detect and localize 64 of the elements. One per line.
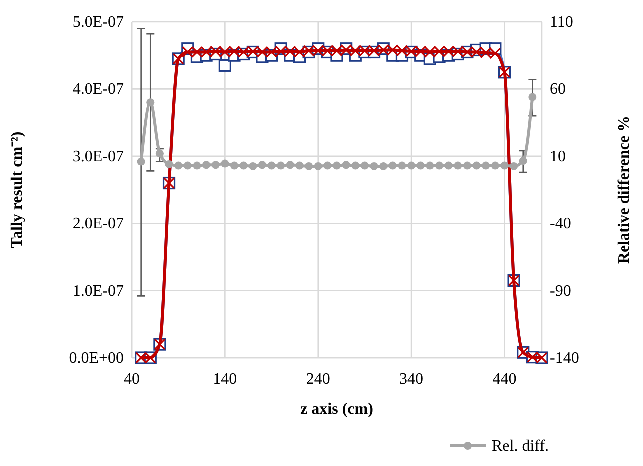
point: [333, 162, 341, 170]
point: [268, 162, 276, 170]
y-tick-label: 2.0E-07: [72, 216, 124, 233]
point: [165, 160, 174, 168]
point: [258, 161, 266, 170]
x-tick-label: 240: [306, 371, 330, 388]
point: [137, 158, 146, 166]
point: [491, 162, 500, 170]
point: [436, 162, 444, 170]
point: [426, 162, 434, 170]
point: [221, 160, 230, 168]
x-tick-label: 40: [124, 371, 140, 388]
y2-tick-label: 60: [550, 81, 566, 98]
point: [286, 161, 294, 170]
point: [342, 161, 350, 170]
point: [388, 162, 397, 170]
point: [212, 161, 220, 170]
point: [324, 162, 332, 170]
x-tick-label: 140: [213, 371, 238, 388]
point: [454, 162, 462, 170]
y-tick-label: 4.0E-07: [72, 81, 124, 98]
point: [519, 157, 528, 166]
x-axis-title: z axis (cm): [300, 401, 374, 418]
point: [463, 162, 472, 170]
point: [296, 162, 304, 170]
point: [202, 161, 211, 170]
y2-axis-title: Relative difference %: [616, 116, 633, 264]
x-tick-label: 440: [492, 371, 517, 388]
legend-label: Rel. diff.: [492, 438, 550, 455]
point: [240, 162, 248, 170]
point: [510, 162, 518, 170]
point: [408, 162, 416, 170]
y2-tick-label: -40: [550, 216, 572, 233]
y-tick-label: 1.0E-07: [72, 282, 124, 300]
y2-tick-label: -90: [550, 282, 572, 300]
x-tick-label: 340: [400, 371, 424, 388]
point: [305, 162, 314, 170]
point: [277, 162, 286, 170]
point: [416, 162, 425, 170]
y-axis-title: Tally result cm⁻²): [9, 132, 26, 248]
point: [193, 162, 202, 170]
point: [398, 162, 406, 170]
point: [174, 162, 183, 170]
point: [184, 162, 192, 170]
point: [444, 162, 453, 170]
point: [500, 162, 509, 170]
point: [314, 162, 322, 170]
y-tick-label: 0.0E+00: [69, 350, 124, 367]
point: [146, 98, 155, 107]
point: [370, 162, 378, 170]
point: [360, 162, 369, 170]
y2-tick-label: 110: [550, 14, 574, 31]
point: [249, 162, 258, 170]
y-tick-label: 5.0E-07: [72, 14, 124, 31]
point: [380, 162, 388, 170]
point: [528, 93, 537, 102]
point: [352, 162, 360, 170]
point: [482, 162, 490, 170]
point: [472, 162, 481, 170]
y2-tick-label: -140: [550, 350, 580, 367]
y-tick-label: 3.0E-07: [72, 148, 124, 166]
y2-tick-label: 10: [550, 148, 566, 166]
point: [230, 162, 238, 170]
point: [156, 150, 164, 158]
